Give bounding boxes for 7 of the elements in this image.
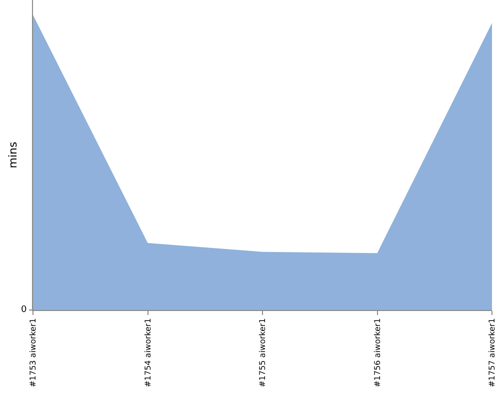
x-tick-label: #1753 aiworker1 — [28, 318, 38, 388]
x-tick-label: #1755 aiworker1 — [258, 318, 268, 388]
x-tick-label: #1757 aiworker1 — [488, 318, 497, 388]
text: 0 — [21, 305, 27, 315]
x-tick-label: #1756 aiworker1 — [372, 318, 382, 388]
y-axis-title: mins — [6, 142, 20, 168]
x-tick-label: #1754 aiworker1 — [143, 318, 152, 388]
